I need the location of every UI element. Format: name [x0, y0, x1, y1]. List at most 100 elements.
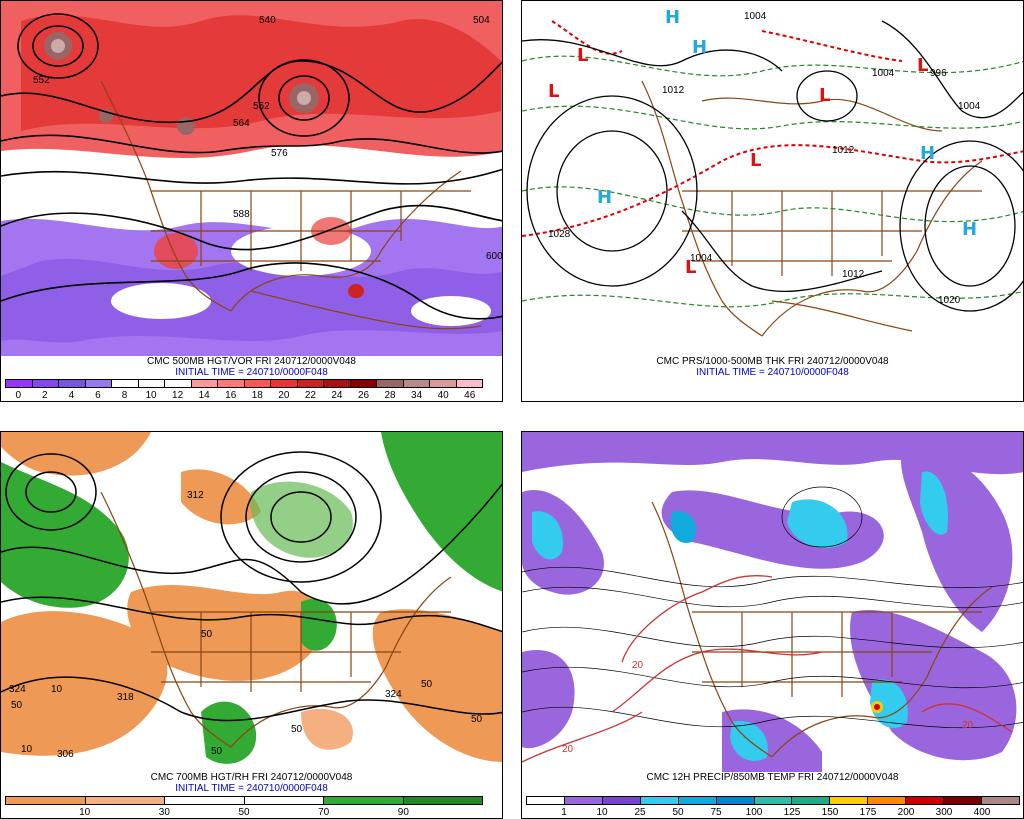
colorbar-tick-label: 22 [304, 390, 316, 401]
colorbar-tick-label: 10 [596, 807, 608, 818]
colorbar-swatch [830, 797, 869, 804]
panel-title: CMC 700MB HGT/RH FRI 240712/0000V048 [150, 772, 353, 783]
colorbar-swatch [403, 797, 482, 804]
map-precipitation: 20 20 20 [522, 432, 1023, 772]
colorbar-tick-label: 50 [238, 807, 250, 818]
temperature-label: 20 [632, 660, 644, 671]
colorbar-swatch [85, 380, 112, 387]
colorbar-swatch [138, 380, 165, 387]
colorbar-tick-label: 28 [384, 390, 396, 401]
contour-label: 552 [253, 101, 270, 112]
colorbar-swatch [403, 380, 430, 387]
initial-time: INITIAL TIME = 240710/0000F048 [696, 367, 849, 378]
contour-label: 552 [33, 75, 50, 86]
colorbar-swatch [640, 797, 679, 804]
contour-label: 10 [21, 744, 33, 755]
colorbar-swatch [754, 797, 793, 804]
colorbar-tick-label: 20 [278, 390, 290, 401]
isobar-label: 1028 [548, 229, 571, 240]
colorbar-swatch [6, 797, 86, 804]
colorbar-tick-label: 34 [411, 390, 423, 401]
colorbar-tick-label: 40 [437, 390, 449, 401]
contour-label: 576 [271, 148, 288, 159]
low-pressure-symbol: L [750, 150, 761, 171]
colorbar-swatch [678, 797, 717, 804]
colorbar-swatch [6, 380, 33, 387]
contour-label: 540 [259, 15, 276, 26]
colorbar-swatch [350, 380, 377, 387]
colorbar-tick-label: 70 [318, 807, 330, 818]
colorbar-tick-label: 46 [464, 390, 476, 401]
low-pressure-symbol: L [685, 257, 696, 278]
contour-label: 306 [57, 749, 74, 760]
colorbar-swatch [430, 380, 457, 387]
isobar-label: 1004 [872, 68, 895, 79]
contour-label: 588 [233, 209, 250, 220]
colorbar-tick-label: 100 [745, 807, 763, 818]
contour-label: 10 [51, 684, 63, 695]
colorbar-swatch [32, 380, 59, 387]
colorbar-tick-label: 400 [973, 807, 991, 818]
colorbar-swatch [602, 797, 641, 804]
low-pressure-symbol: L [917, 55, 928, 76]
colorbar-tick-label: 12 [172, 390, 184, 401]
map-500mb-vorticity: 552 540 552 576 588 600 564 504 [1, 1, 502, 356]
colorbar-tick-label: 26 [357, 390, 370, 401]
high-pressure-symbol: H [692, 37, 707, 58]
contour-label: 50 [201, 629, 213, 640]
colorbar-tick-label: 125 [783, 807, 801, 818]
high-pressure-symbol: H [962, 219, 977, 240]
colorbar-swatch [792, 797, 831, 804]
isobar-label: 1004 [744, 11, 767, 22]
panel-700mb-hgt-rh: 306 318 324 50 10 50 50 10 324 50 50 312… [0, 431, 503, 819]
temperature-label: 20 [562, 744, 574, 755]
contour-label: 318 [117, 692, 134, 703]
colorbar [5, 379, 483, 388]
colorbar-swatch [564, 797, 603, 804]
isobar-label: 1004 [690, 253, 713, 264]
contour-label: 50 [211, 746, 223, 757]
colorbar-swatch [244, 797, 324, 804]
high-pressure-symbol: H [665, 7, 680, 28]
colorbar-swatch [944, 797, 983, 804]
panel-precip-850mb-temp: 20 20 20 CMC 12H PRECIP/850MB TEMP FRI 2… [521, 431, 1024, 819]
isobar-label: 1012 [662, 85, 685, 96]
contour-label: 324 [9, 684, 26, 695]
colorbar-tick-label: 2 [42, 390, 48, 401]
initial-time: INITIAL TIME = 240710/0000F048 [175, 783, 328, 794]
colorbar-swatch [165, 797, 245, 804]
colorbar-ticks: 1 10 25 50 75 100 125 150 175 200 300 400 [526, 807, 1020, 818]
colorbar-tick-label: 14 [198, 390, 210, 401]
low-pressure-symbol: L [548, 81, 559, 102]
colorbar-swatch [165, 380, 192, 387]
colorbar-tick-label: 30 [158, 807, 170, 818]
colorbar-swatch [868, 797, 907, 804]
contour-label: 50 [291, 724, 303, 735]
isobar-label: 1020 [938, 295, 961, 306]
panel-500mb-hgt-vor: 552 540 552 576 588 600 564 504 CMC 500M… [0, 0, 503, 402]
colorbar-tick-label: 25 [634, 807, 646, 818]
colorbar-tick-label: 8 [121, 390, 128, 401]
colorbar-tick-label: 75 [710, 807, 722, 818]
isobar-label: 1012 [832, 145, 855, 156]
isobar-label: 1004 [958, 101, 981, 112]
low-pressure-symbol: L [819, 85, 830, 106]
colorbar-swatch [85, 797, 165, 804]
colorbar-tick-label: 90 [397, 807, 409, 818]
colorbar-tick-label: 175 [859, 807, 877, 818]
colorbar-swatch [244, 380, 271, 387]
colorbar [526, 796, 1020, 805]
colorbar-ticks: 0 2 4 6 8 10 12 14 16 18 20 22 24 26 28 34 40 46 [5, 390, 483, 401]
isobar-label: 996 [930, 68, 947, 79]
colorbar-swatch [456, 380, 482, 387]
contour-label: 324 [385, 689, 402, 700]
colorbar-swatch [716, 797, 755, 804]
colorbar-swatch [218, 380, 245, 387]
colorbar-tick-label: 24 [331, 390, 343, 401]
colorbar [5, 796, 483, 805]
contour-label: 564 [233, 118, 250, 129]
temperature-label: 20 [962, 720, 974, 731]
colorbar-tick-label: 50 [672, 807, 684, 818]
contour-label: 50 [11, 700, 23, 711]
colorbar-swatch [112, 380, 139, 387]
